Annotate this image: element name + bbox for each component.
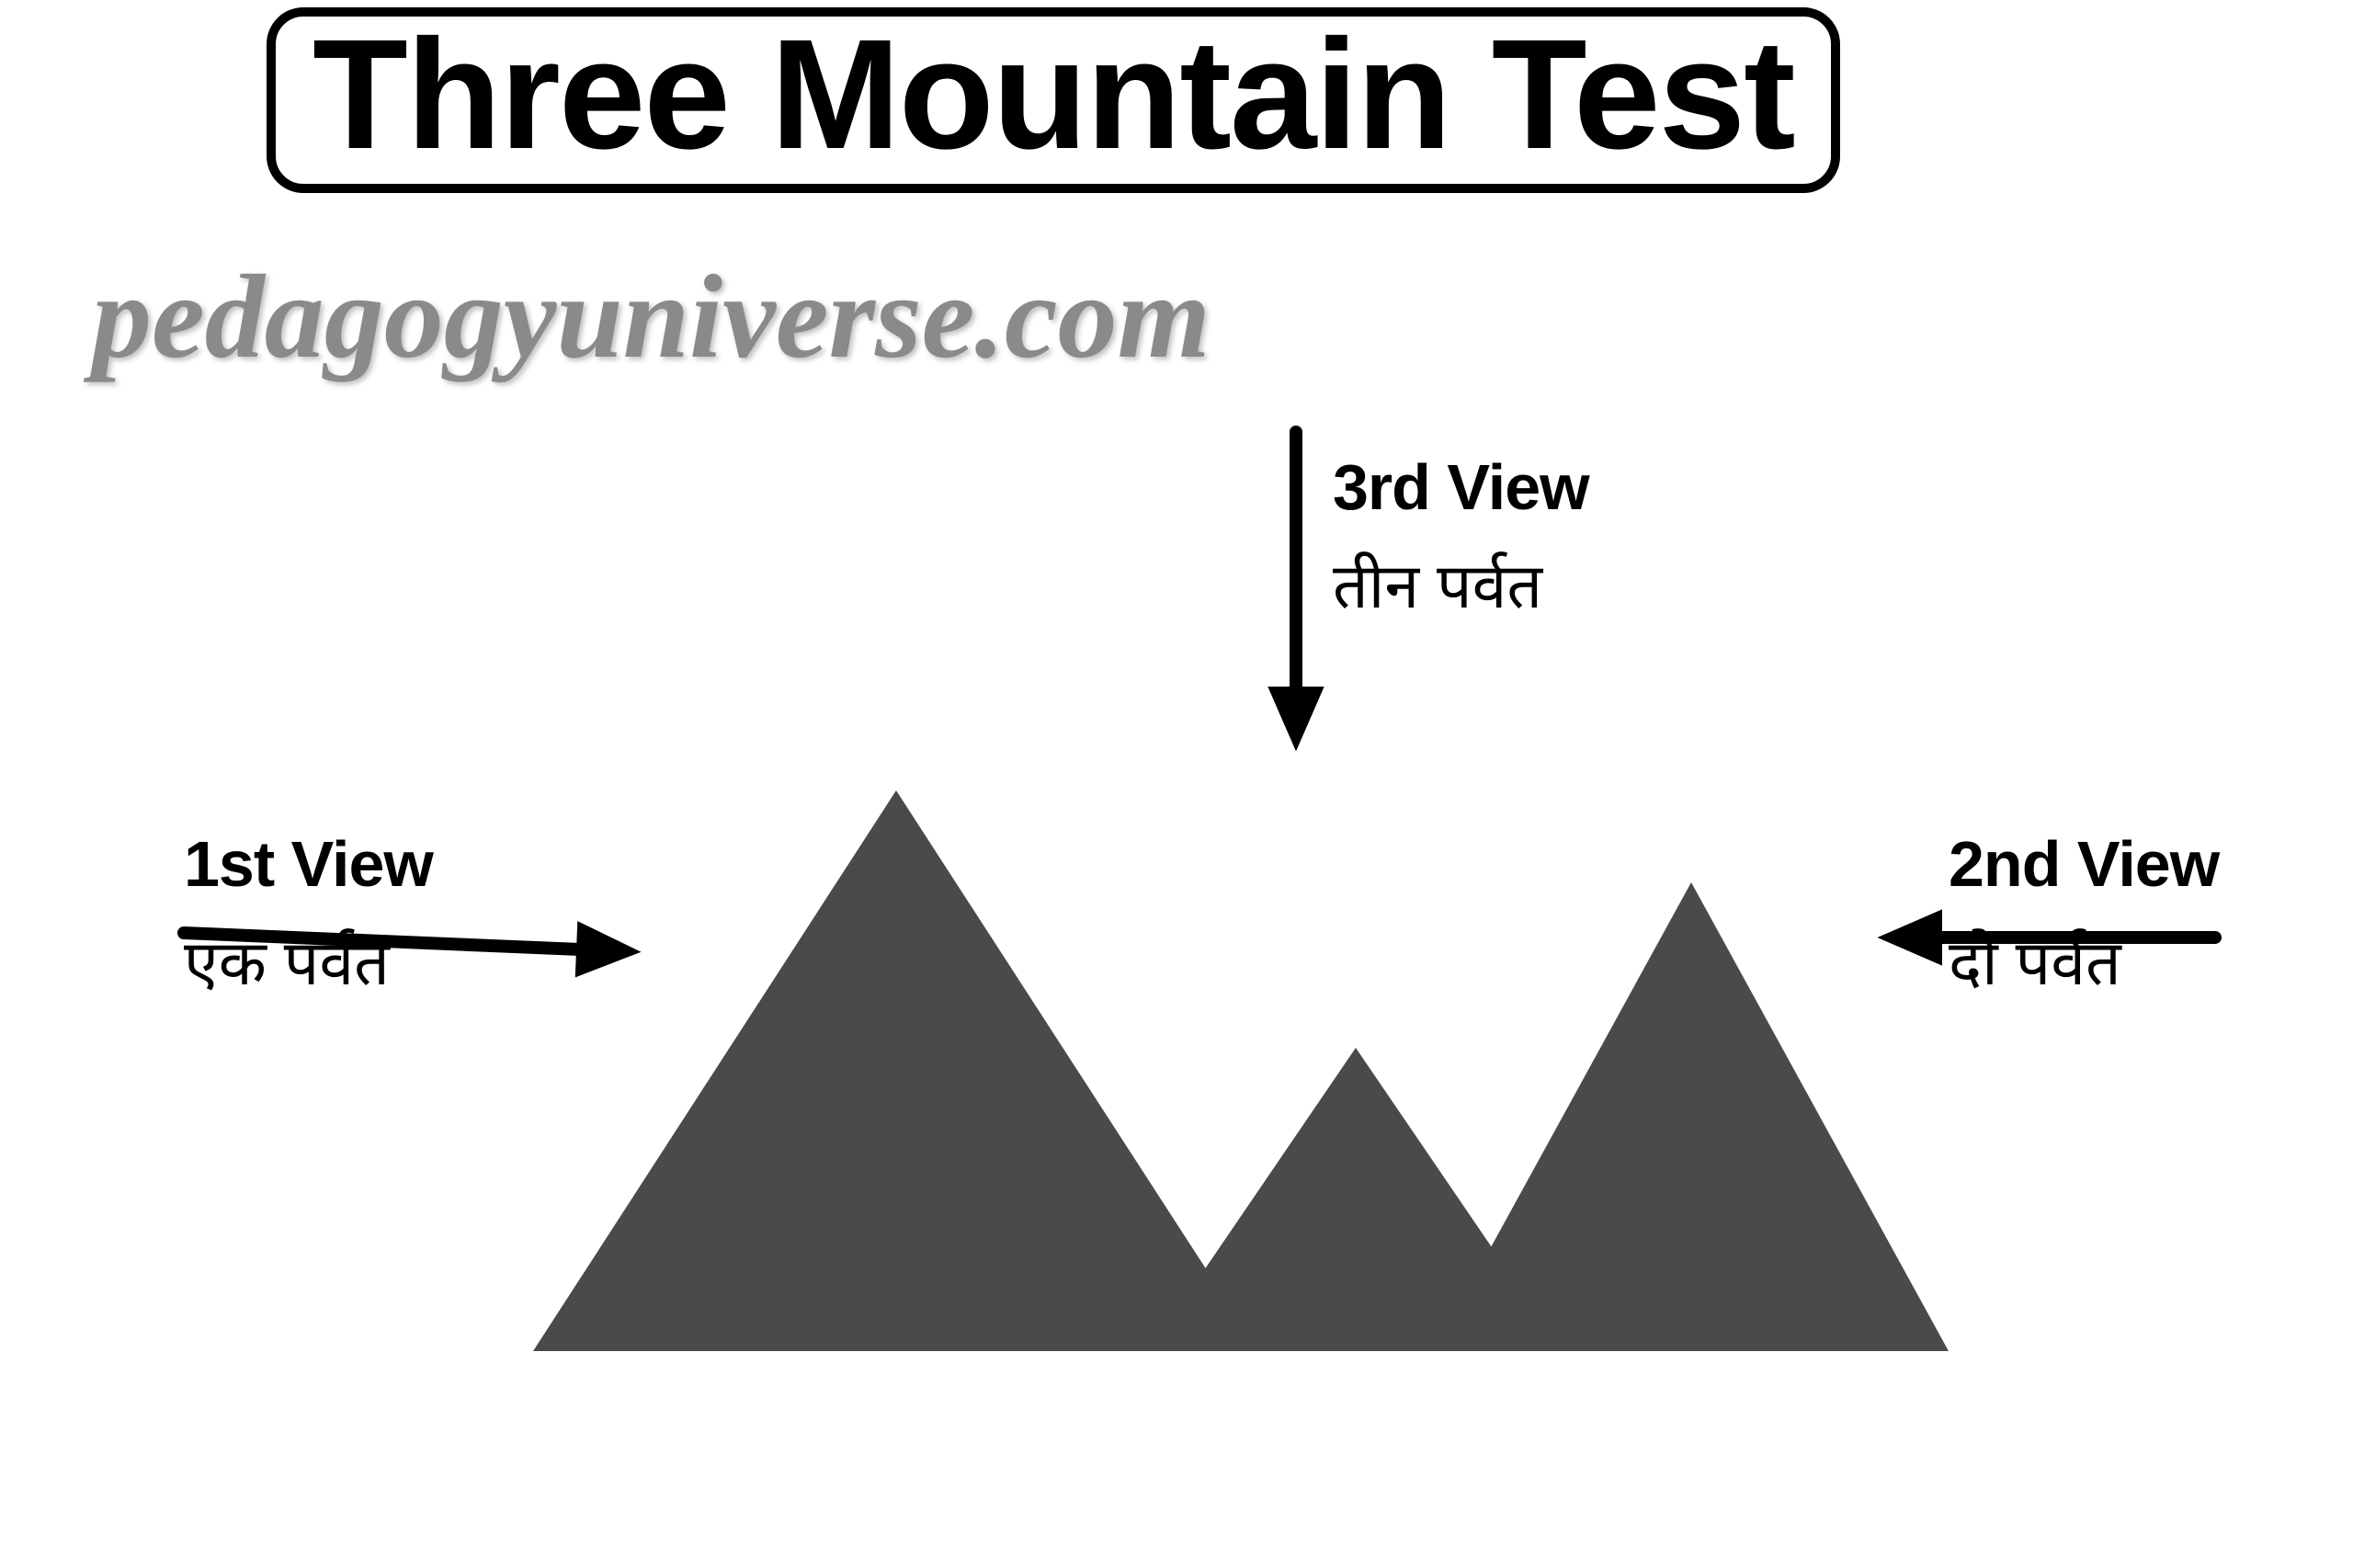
label-view2-en: 2nd View <box>1949 827 2219 901</box>
mountain-1 <box>533 790 1259 1351</box>
arrow-view3 <box>1278 432 1314 735</box>
mountain-3 <box>1434 882 1949 1351</box>
label-view3-hi: तीन पर्वत <box>1333 540 1589 626</box>
label-view2: 2nd View दो पर्वत <box>1949 827 2219 1003</box>
label-view3-en: 3rd View <box>1333 450 1589 524</box>
arrows-group <box>184 432 2215 968</box>
label-view1: 1st View एक पर्वत <box>184 827 433 1003</box>
label-view3: 3rd View तीन पर्वत <box>1333 450 1589 626</box>
label-view1-en: 1st View <box>184 827 433 901</box>
diagram-stage: Three Mountain Test pedagogyuniverse.com… <box>0 0 2353 1568</box>
mountains-group <box>533 790 1949 1351</box>
diagram-canvas <box>0 0 2353 1568</box>
label-view2-hi: दो पर्वत <box>1949 917 2219 1003</box>
label-view1-hi: एक पर्वत <box>184 917 433 1003</box>
